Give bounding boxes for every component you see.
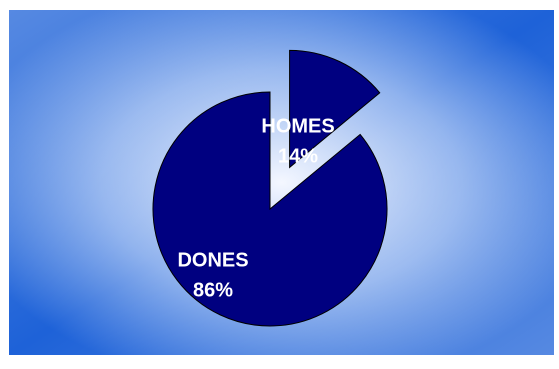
- pie-slices: [152, 49, 388, 327]
- pie-slice-homes: [289, 49, 381, 169]
- slice-value-dones: 86%: [193, 280, 233, 302]
- chart-area: HOMES 14% DONES 86%: [9, 10, 554, 355]
- pie-labels: HOMES 14% DONES 86%: [177, 116, 334, 302]
- slice-label-homes: HOMES: [261, 116, 334, 138]
- pie-chart: HOMES 14% DONES 86%: [9, 10, 554, 355]
- pie-slice-dones: [152, 91, 388, 327]
- slice-label-dones: DONES: [177, 250, 248, 272]
- slice-value-homes: 14%: [278, 146, 318, 168]
